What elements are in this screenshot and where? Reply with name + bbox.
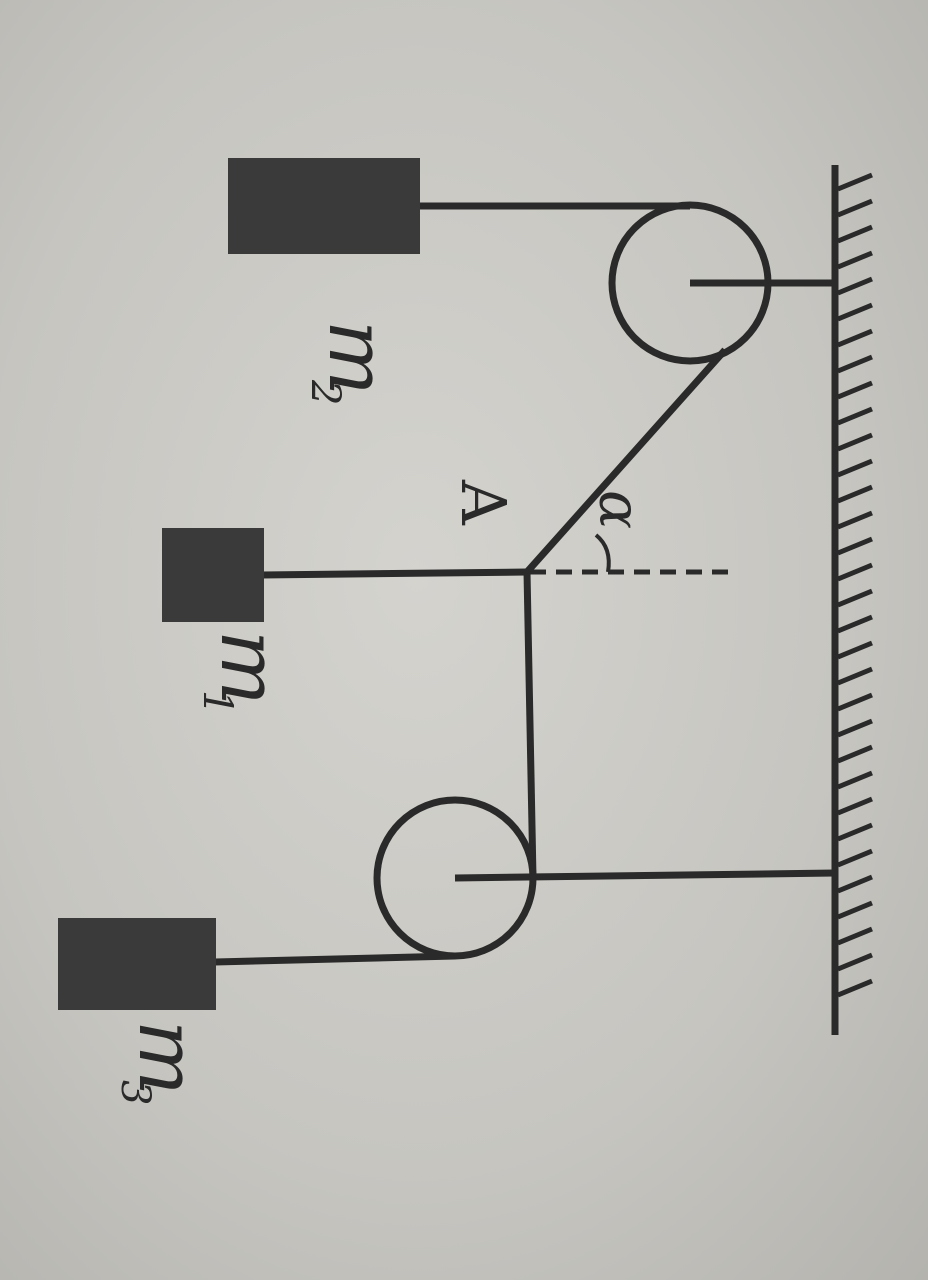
hatch-mark — [837, 614, 873, 634]
hatch-mark — [837, 900, 873, 920]
label-m2-sub: 2 — [302, 379, 348, 405]
hatch-mark — [837, 796, 873, 816]
hatch-mark — [837, 588, 873, 608]
hatch-mark — [837, 380, 873, 400]
hatch-mark — [837, 562, 873, 582]
hatch-mark — [837, 406, 873, 426]
hatch-mark — [837, 770, 873, 790]
hatch-mark — [837, 302, 873, 322]
label-m2-group: m 2 — [302, 320, 404, 405]
hatch-mark — [837, 848, 873, 868]
hatch-mark — [837, 744, 873, 764]
hatch-mark — [837, 510, 873, 530]
hatch-mark — [837, 432, 873, 452]
label-m3: m — [121, 1020, 214, 1096]
hatch-mark — [837, 718, 873, 738]
hatch-mark — [837, 198, 873, 218]
label-m1-group: m 1 — [194, 630, 296, 715]
hatch-mark — [837, 952, 873, 972]
label-m3-group: m 3 — [112, 1020, 214, 1105]
rope-m1 — [261, 568, 528, 579]
hatch-mark — [837, 224, 873, 244]
hatch-mark — [837, 172, 873, 192]
label-m1-sub: 1 — [194, 690, 240, 715]
label-angle-group: α — [586, 490, 654, 529]
hatch-mark — [837, 250, 873, 270]
hatch-mark — [837, 328, 873, 348]
hatch-mark — [837, 276, 873, 296]
angle-arc — [594, 533, 611, 573]
label-m2: m — [311, 320, 404, 396]
lower-pulley-support — [454, 869, 836, 882]
block-m2 — [228, 158, 420, 254]
hatch-mark — [837, 926, 873, 946]
hatch-mark — [837, 458, 873, 478]
hatch-mark — [837, 536, 873, 556]
label-m1: m — [203, 630, 296, 706]
rope-vertical — [523, 571, 537, 879]
label-point-group: A — [447, 479, 520, 526]
block-m3 — [58, 918, 216, 1010]
hatch-mark — [837, 874, 873, 894]
hatch-mark — [837, 822, 873, 842]
hatch-mark — [837, 692, 873, 712]
rope-m3 — [214, 952, 456, 966]
hatch-mark — [837, 666, 873, 686]
label-angle-alpha: α — [586, 490, 654, 529]
label-m3-sub: 3 — [112, 1080, 158, 1105]
label-point-A: A — [447, 479, 520, 526]
hatch-mark — [837, 354, 873, 374]
hatch-mark — [837, 484, 873, 504]
ceiling-hatching — [837, 172, 873, 998]
rope-incline — [524, 347, 728, 575]
hatch-mark — [837, 978, 873, 998]
hatch-mark — [837, 640, 873, 660]
block-m1 — [162, 528, 264, 622]
